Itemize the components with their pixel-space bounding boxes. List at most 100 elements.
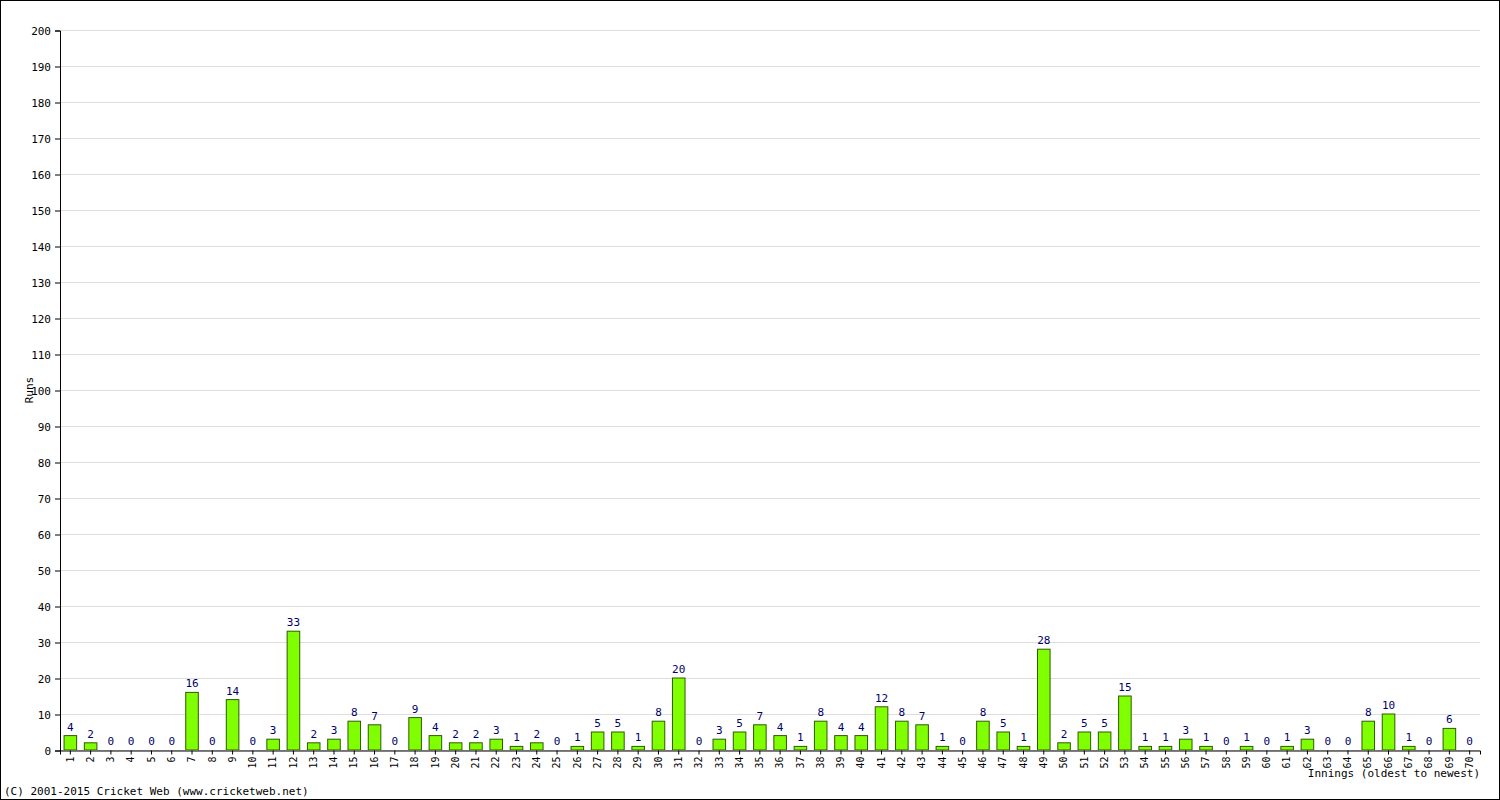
x-tick-label: 32 <box>693 757 704 769</box>
y-tick-label: 170 <box>31 133 51 146</box>
x-tick-label: 58 <box>1220 757 1231 769</box>
x-tick-mark <box>1124 751 1125 755</box>
x-tick-label: 24 <box>531 757 542 769</box>
x-tick: 55 <box>1160 751 1171 769</box>
grid-line <box>60 678 1480 679</box>
x-tick: 70 <box>1464 751 1475 769</box>
data-label: 4 <box>777 721 784 734</box>
x-tick: 35 <box>754 751 765 769</box>
y-tick: 0 <box>44 745 60 758</box>
x-tick: 10 <box>247 751 258 769</box>
x-tick-mark <box>90 751 91 755</box>
y-tick-label: 50 <box>38 565 51 578</box>
data-label: 8 <box>817 706 824 719</box>
y-tick-label: 70 <box>38 493 51 506</box>
x-tick-label: 28 <box>612 757 623 769</box>
data-label: 4 <box>858 721 865 734</box>
x-tick: 12 <box>288 751 299 769</box>
bar <box>612 732 625 750</box>
y-tick-label: 190 <box>31 61 51 74</box>
y-tick-label: 150 <box>31 205 51 218</box>
bar <box>1261 750 1274 751</box>
grid-line <box>60 138 1480 139</box>
bar <box>754 725 767 750</box>
data-label: 0 <box>554 735 561 748</box>
y-tick-label: 180 <box>31 97 51 110</box>
x-tick-label: 14 <box>328 757 339 769</box>
data-label: 0 <box>1426 735 1433 748</box>
x-tick-mark <box>780 751 781 755</box>
x-tick: 41 <box>876 751 887 769</box>
x-tick-mark <box>192 751 193 755</box>
data-label: 0 <box>209 735 216 748</box>
x-tick: 16 <box>369 751 380 769</box>
grid-line <box>60 390 1480 391</box>
x-tick-mark <box>455 751 456 755</box>
data-label: 7 <box>919 710 926 723</box>
x-tick-label: 43 <box>916 757 927 769</box>
data-label: 8 <box>1365 706 1372 719</box>
x-tick-mark <box>1226 751 1227 755</box>
x-tick: 45 <box>957 751 968 769</box>
x-tick-mark <box>151 751 152 755</box>
bar <box>1058 743 1071 750</box>
bar <box>186 692 199 750</box>
x-tick-mark <box>861 751 862 755</box>
bar <box>267 739 280 750</box>
x-tick: 22 <box>490 751 501 769</box>
x-tick-label: 8 <box>207 757 218 763</box>
x-tick: 13 <box>308 751 319 769</box>
x-tick: 9 <box>227 751 238 763</box>
x-tick: 58 <box>1220 751 1231 769</box>
y-tick-mark <box>55 391 60 392</box>
data-label: 33 <box>287 616 300 629</box>
data-label: 0 <box>392 735 399 748</box>
data-label: 0 <box>250 735 257 748</box>
x-tick: 30 <box>653 751 664 769</box>
x-tick: 34 <box>734 751 745 769</box>
x-tick-mark <box>881 751 882 755</box>
x-tick-mark <box>577 751 578 755</box>
x-tick: 1 <box>65 751 76 763</box>
x-tick: 17 <box>389 751 400 769</box>
bar <box>206 750 219 751</box>
data-label: 8 <box>351 706 358 719</box>
y-tick-label: 200 <box>31 25 51 38</box>
x-tick-label: 19 <box>430 757 441 769</box>
data-label: 2 <box>1061 728 1068 741</box>
y-tick: 50 <box>38 565 60 578</box>
data-label: 0 <box>1324 735 1331 748</box>
bar <box>977 721 990 750</box>
x-tick: 51 <box>1079 751 1090 769</box>
bar <box>1159 746 1172 750</box>
bar <box>1179 739 1192 750</box>
x-tick-label: 12 <box>288 757 299 769</box>
data-label: 1 <box>1203 731 1210 744</box>
x-tick: 49 <box>1038 751 1049 769</box>
grid-line <box>60 534 1480 535</box>
x-tick-mark <box>820 751 821 755</box>
bar <box>429 736 442 750</box>
x-tick-label: 30 <box>653 757 664 769</box>
data-label: 4 <box>67 721 74 734</box>
data-label: 3 <box>493 724 500 737</box>
x-tick-mark <box>1023 751 1024 755</box>
x-tick: 27 <box>592 751 603 769</box>
data-label: 0 <box>1345 735 1352 748</box>
copyright: (C) 2001-2015 Cricket Web (www.cricketwe… <box>4 785 309 798</box>
bar <box>916 725 929 750</box>
data-label: 1 <box>635 731 642 744</box>
data-label: 5 <box>1081 717 1088 730</box>
data-labels: 4200001601403332387094223120155182003574… <box>67 616 1473 748</box>
x-tick-mark <box>658 751 659 755</box>
y-tick: 140 <box>31 241 60 254</box>
bar <box>774 736 787 750</box>
x-tick: 7 <box>186 751 197 763</box>
x-tick-mark <box>232 751 233 755</box>
y-tick-mark <box>55 211 60 212</box>
x-tick-mark <box>942 751 943 755</box>
y-tick-mark <box>55 751 60 752</box>
bar <box>997 732 1010 750</box>
data-label: 0 <box>108 735 115 748</box>
bar <box>1037 649 1050 750</box>
